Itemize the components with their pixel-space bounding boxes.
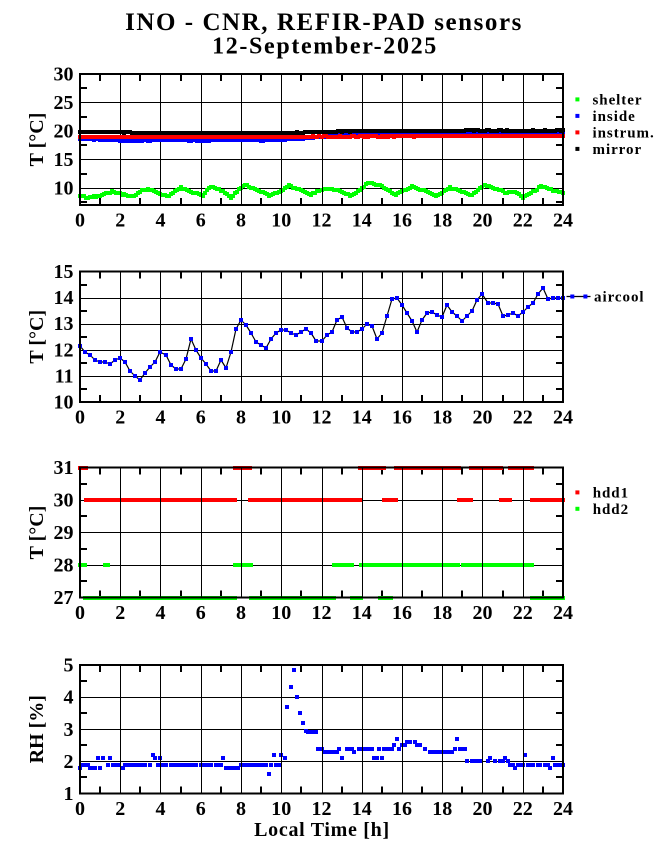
svg-text:6: 6 — [196, 407, 206, 429]
svg-text:0: 0 — [75, 210, 85, 232]
svg-text:20: 20 — [473, 210, 493, 232]
svg-text:24: 24 — [553, 210, 573, 232]
svg-text:hdd2: hdd2 — [593, 502, 629, 518]
svg-text:20: 20 — [54, 120, 74, 142]
svg-text:8: 8 — [236, 407, 246, 429]
svg-text:20: 20 — [473, 407, 493, 429]
svg-text:14: 14 — [352, 407, 372, 429]
svg-text:inside: inside — [593, 109, 636, 125]
svg-text:30: 30 — [54, 64, 74, 86]
svg-text:18: 18 — [432, 602, 452, 624]
svg-text:shelter: shelter — [593, 92, 643, 108]
svg-text:4: 4 — [156, 210, 166, 232]
svg-text:2: 2 — [64, 751, 74, 773]
svg-text:20: 20 — [473, 798, 493, 820]
svg-text:T [°C]: T [°C] — [26, 113, 48, 167]
svg-text:2: 2 — [115, 798, 125, 820]
svg-text:Local Time [h]: Local Time [h] — [254, 819, 390, 841]
svg-text:5: 5 — [64, 655, 74, 677]
svg-text:15: 15 — [54, 261, 74, 283]
svg-text:18: 18 — [432, 210, 452, 232]
svg-text:14: 14 — [54, 287, 74, 309]
svg-text:16: 16 — [392, 798, 412, 820]
svg-text:8: 8 — [236, 602, 246, 624]
svg-text:12-September-2025: 12-September-2025 — [212, 34, 438, 60]
svg-text:RH [%]: RH [%] — [26, 695, 48, 763]
svg-text:24: 24 — [553, 798, 573, 820]
svg-text:hdd1: hdd1 — [593, 485, 629, 501]
svg-text:13: 13 — [54, 313, 74, 335]
svg-text:6: 6 — [196, 602, 206, 624]
svg-text:8: 8 — [236, 798, 246, 820]
svg-text:12: 12 — [54, 339, 74, 361]
svg-text:2: 2 — [115, 407, 125, 429]
svg-text:4: 4 — [156, 407, 166, 429]
svg-text:24: 24 — [553, 602, 573, 624]
svg-text:2: 2 — [115, 210, 125, 232]
svg-text:6: 6 — [196, 798, 206, 820]
svg-text:22: 22 — [513, 798, 533, 820]
svg-text:4: 4 — [64, 687, 74, 709]
svg-text:29: 29 — [54, 522, 74, 544]
svg-text:12: 12 — [312, 210, 332, 232]
svg-text:24: 24 — [553, 407, 573, 429]
svg-text:6: 6 — [196, 210, 206, 232]
svg-text:instrum.: instrum. — [593, 125, 655, 141]
svg-text:aircool: aircool — [594, 290, 645, 306]
svg-text:0: 0 — [75, 407, 85, 429]
svg-text:16: 16 — [392, 210, 412, 232]
svg-text:22: 22 — [513, 407, 533, 429]
svg-text:mirror: mirror — [593, 142, 643, 158]
svg-text:1: 1 — [64, 783, 74, 805]
svg-text:11: 11 — [55, 365, 74, 387]
svg-text:16: 16 — [392, 407, 412, 429]
svg-text:14: 14 — [352, 210, 372, 232]
svg-text:27: 27 — [54, 587, 74, 609]
svg-text:T [°C]: T [°C] — [26, 506, 48, 560]
svg-text:INO - CNR, REFIR-PAD sensors: INO - CNR, REFIR-PAD sensors — [125, 9, 523, 36]
svg-text:10: 10 — [271, 210, 291, 232]
svg-text:10: 10 — [271, 798, 291, 820]
svg-text:20: 20 — [473, 602, 493, 624]
svg-text:12: 12 — [312, 798, 332, 820]
svg-text:15: 15 — [54, 149, 74, 171]
svg-text:18: 18 — [432, 407, 452, 429]
svg-text:0: 0 — [75, 798, 85, 820]
svg-text:8: 8 — [236, 210, 246, 232]
svg-text:0: 0 — [75, 602, 85, 624]
svg-text:10: 10 — [271, 407, 291, 429]
svg-text:10: 10 — [54, 177, 74, 199]
svg-text:3: 3 — [64, 719, 74, 741]
svg-text:18: 18 — [432, 798, 452, 820]
svg-text:22: 22 — [513, 602, 533, 624]
svg-text:25: 25 — [54, 92, 74, 114]
svg-text:10: 10 — [54, 392, 74, 414]
svg-text:2: 2 — [115, 602, 125, 624]
svg-text:28: 28 — [54, 555, 74, 577]
svg-text:4: 4 — [156, 602, 166, 624]
svg-text:T [°C]: T [°C] — [26, 310, 48, 364]
svg-text:22: 22 — [513, 210, 533, 232]
svg-text:10: 10 — [271, 602, 291, 624]
svg-text:14: 14 — [352, 798, 372, 820]
svg-text:14: 14 — [352, 602, 372, 624]
svg-text:30: 30 — [54, 490, 74, 512]
svg-text:16: 16 — [392, 602, 412, 624]
svg-text:12: 12 — [312, 602, 332, 624]
svg-text:31: 31 — [54, 457, 74, 479]
svg-text:4: 4 — [156, 798, 166, 820]
svg-text:12: 12 — [312, 407, 332, 429]
